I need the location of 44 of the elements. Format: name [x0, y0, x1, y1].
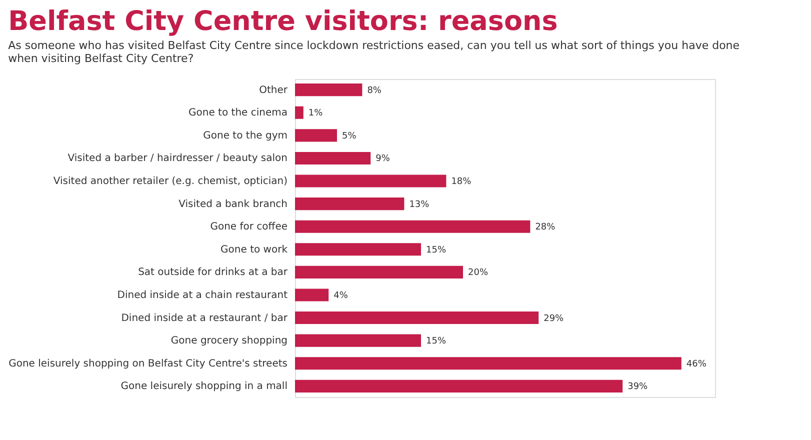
bar: [295, 380, 623, 392]
data-label: 9%: [376, 154, 390, 164]
y-tick-label: Sat outside for drinks at a bar: [138, 267, 288, 278]
y-tick-label: Dined inside at a chain restaurant: [117, 290, 288, 301]
chart-subtitle: As someone who has visited Belfast City Centre since lockdown restrictions eased, can you tell us what sort of things you have done when visiting Belfast City Centre?: [8, 39, 740, 65]
bar: [295, 288, 329, 302]
bar: [295, 312, 539, 324]
bar: [295, 152, 371, 164]
data-label: 15%: [426, 336, 446, 347]
y-tick-label: Gone for coffee: [210, 222, 288, 233]
y-tick-label: Gone grocery shopping: [170, 336, 288, 347]
y-tick-label: Visited a bank branch: [178, 198, 288, 210]
data-label: 20%: [468, 268, 488, 278]
data-label: 15%: [426, 245, 446, 256]
y-tick-label: Gone to work: [220, 244, 288, 256]
data-label: 28%: [535, 222, 556, 233]
data-label: 39%: [628, 382, 648, 392]
y-tick-label: Gone to the cinema: [188, 108, 288, 119]
data-label: 8%: [367, 86, 382, 96]
data-label: 13%: [409, 200, 430, 210]
y-tick-label: Gone leisurely shopping in a mall: [120, 381, 288, 392]
bar: [295, 357, 682, 370]
bar: [295, 106, 304, 119]
data-label: 4%: [334, 290, 348, 301]
bar: [295, 334, 421, 347]
y-tick-label: Visited another retailer (e.g. chemist, optician): [53, 176, 288, 188]
y-tick-label: Gone leisurely shopping on Belfast City Centre's streets: [8, 358, 288, 370]
data-label: 5%: [342, 131, 357, 142]
chart-title: Belfast City Centre visitors: reasons: [8, 6, 558, 37]
bar: [295, 129, 337, 142]
data-label: 29%: [544, 314, 564, 324]
data-label: 1%: [308, 108, 324, 119]
bar: [295, 84, 362, 96]
y-tick-label: Other: [259, 84, 288, 96]
y-tick-label: Visited a barber / hairdresser / beauty salon: [68, 153, 288, 164]
bar: [295, 198, 404, 210]
data-label: 46%: [686, 359, 707, 370]
y-tick-label: Dined inside at a restaurant / bar: [121, 312, 288, 324]
bar: [295, 174, 446, 188]
bar: [295, 266, 463, 278]
bar: [295, 220, 530, 233]
bar: [295, 243, 421, 256]
data-label: 18%: [451, 177, 472, 188]
y-tick-label: Gone to the gym: [203, 130, 288, 142]
